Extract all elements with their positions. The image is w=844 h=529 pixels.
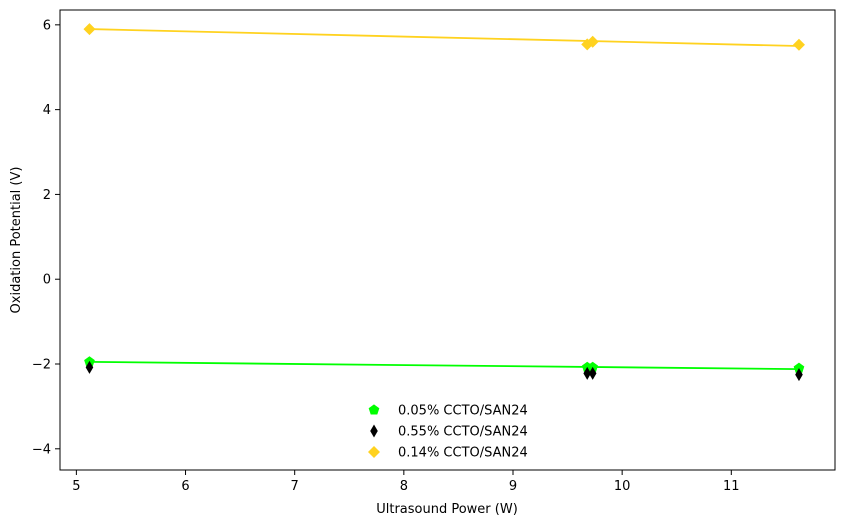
y-tick-label: −2 [32,358,51,373]
x-tick-label: 11 [723,479,740,494]
x-tick-label: 6 [181,479,189,494]
x-tick-label: 8 [400,479,408,494]
data-markers [83,23,805,382]
fit-line [89,28,800,47]
x-axis-label: Ultrasound Power (W) [376,502,518,517]
data-point [583,366,592,380]
fit-line [89,360,799,370]
y-tick-label: 4 [43,103,51,118]
legend-label: 0.14% CCTO/SAN24 [398,446,528,461]
y-tick-label: 6 [43,18,51,33]
x-tick-label: 9 [509,479,517,494]
y-tick-label: −4 [32,442,51,457]
legend-marker [368,446,380,458]
plot-frame [59,9,836,471]
fit-lines [89,28,800,370]
legend-label: 0.05% CCTO/SAN24 [398,404,528,419]
y-axis-label: Oxidation Potential (V) [9,167,24,314]
data-point [83,23,96,36]
data-point [792,38,805,51]
x-tick-label: 5 [72,479,80,494]
data-point [793,362,805,373]
x-axis-ticks: 5 6 7 8 9 10 11 [72,470,740,494]
data-point [85,360,94,374]
legend-label: 0.55% CCTO/SAN24 [398,425,528,440]
data-point [586,35,599,48]
data-point [588,366,597,380]
y-tick-label: 0 [43,273,51,288]
data-point [795,368,803,382]
y-axis-ticks: −4 −2 0 2 4 6 [32,18,60,457]
legend: 0.05% CCTO/SAN24 0.55% CCTO/SAN24 0.14% CC… [368,404,528,461]
plot-area [60,10,835,470]
legend-marker [370,424,378,438]
x-tick-label: 7 [291,479,299,494]
legend-marker [368,404,380,415]
x-tick-label: 10 [614,479,631,494]
y-tick-label: 2 [43,188,51,203]
